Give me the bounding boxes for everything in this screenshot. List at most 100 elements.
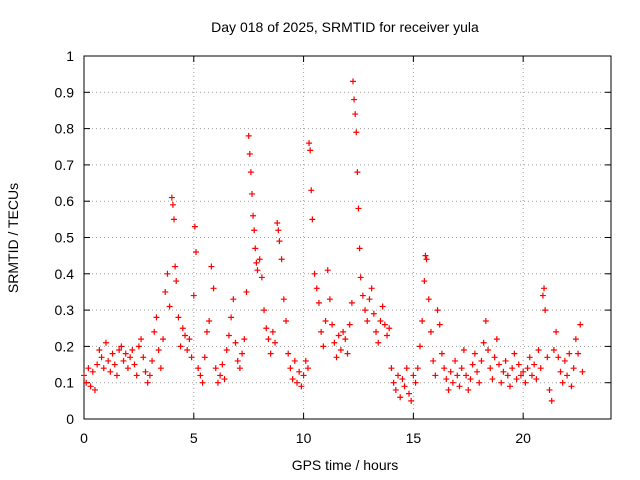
x-tick-label: 20 bbox=[515, 430, 531, 446]
data-point bbox=[432, 372, 439, 379]
data-point bbox=[438, 350, 445, 357]
data-point bbox=[395, 372, 402, 379]
data-point bbox=[298, 383, 305, 390]
data-point bbox=[188, 354, 195, 361]
data-point bbox=[160, 336, 167, 343]
data-point bbox=[129, 347, 136, 354]
data-point bbox=[515, 361, 522, 368]
data-point bbox=[135, 343, 142, 350]
data-point bbox=[531, 361, 538, 368]
data-point bbox=[474, 368, 481, 375]
data-point bbox=[239, 350, 246, 357]
data-point bbox=[210, 285, 217, 292]
data-point bbox=[430, 357, 437, 364]
data-point bbox=[528, 372, 535, 379]
data-point bbox=[138, 336, 145, 343]
data-point bbox=[326, 296, 333, 303]
data-point bbox=[412, 379, 419, 386]
y-tick-label: 1 bbox=[66, 48, 74, 64]
data-point bbox=[214, 379, 221, 386]
data-point bbox=[352, 111, 359, 118]
data-point bbox=[322, 317, 329, 324]
data-point bbox=[102, 339, 109, 346]
data-point bbox=[256, 256, 263, 263]
data-point bbox=[151, 328, 158, 335]
data-point bbox=[390, 379, 397, 386]
data-point bbox=[223, 347, 230, 354]
data-point bbox=[469, 361, 476, 368]
data-point bbox=[401, 383, 408, 390]
y-tick-label: 0.8 bbox=[55, 121, 75, 137]
data-point bbox=[553, 328, 560, 335]
data-point bbox=[309, 216, 316, 223]
data-point bbox=[184, 347, 191, 354]
data-point bbox=[100, 365, 107, 372]
data-point bbox=[491, 354, 498, 361]
data-point bbox=[452, 357, 459, 364]
data-point bbox=[377, 317, 384, 324]
data-point bbox=[83, 379, 90, 386]
data-point bbox=[234, 357, 241, 364]
data-points bbox=[81, 78, 586, 404]
data-point bbox=[287, 365, 294, 372]
data-point bbox=[217, 372, 224, 379]
x-axis-label: GPS time / hours bbox=[292, 457, 399, 473]
data-point bbox=[364, 317, 371, 324]
data-point bbox=[230, 296, 237, 303]
data-point bbox=[333, 354, 340, 361]
data-point bbox=[251, 227, 258, 234]
data-point bbox=[346, 321, 353, 328]
y-tick-label: 0.4 bbox=[55, 266, 75, 282]
data-point bbox=[434, 307, 441, 314]
data-point bbox=[381, 321, 388, 328]
data-point bbox=[386, 325, 393, 332]
data-point bbox=[480, 339, 487, 346]
data-point bbox=[548, 397, 555, 404]
data-point bbox=[120, 357, 127, 364]
data-point bbox=[370, 310, 377, 317]
data-point bbox=[246, 151, 253, 158]
data-point bbox=[149, 357, 156, 364]
data-point bbox=[142, 368, 149, 375]
data-point bbox=[579, 368, 586, 375]
data-point bbox=[261, 307, 268, 314]
data-point bbox=[405, 390, 412, 397]
data-point bbox=[471, 350, 478, 357]
y-tick-label: 0.5 bbox=[55, 230, 75, 246]
data-point bbox=[111, 361, 118, 368]
data-point bbox=[449, 379, 456, 386]
data-point bbox=[113, 372, 120, 379]
data-point bbox=[91, 386, 98, 393]
data-point bbox=[157, 365, 164, 372]
y-tick-label: 0.7 bbox=[55, 157, 75, 173]
x-tick-label: 5 bbox=[190, 430, 198, 446]
data-point bbox=[254, 267, 261, 274]
data-point bbox=[498, 379, 505, 386]
data-point bbox=[410, 372, 417, 379]
data-point bbox=[291, 357, 298, 364]
data-point bbox=[572, 336, 579, 343]
data-point bbox=[89, 368, 96, 375]
data-point bbox=[506, 383, 513, 390]
data-point bbox=[225, 332, 232, 339]
data-point bbox=[489, 376, 496, 383]
data-point bbox=[153, 314, 160, 321]
data-point bbox=[169, 201, 176, 208]
data-point bbox=[357, 274, 364, 281]
data-point bbox=[248, 190, 255, 197]
data-point bbox=[98, 354, 105, 361]
data-point bbox=[306, 140, 313, 147]
data-point bbox=[304, 365, 311, 372]
data-point bbox=[245, 132, 252, 139]
data-point bbox=[458, 365, 465, 372]
data-point bbox=[427, 328, 434, 335]
data-point bbox=[408, 397, 415, 404]
data-point bbox=[557, 368, 564, 375]
data-point bbox=[173, 278, 180, 285]
data-point bbox=[331, 339, 338, 346]
data-point bbox=[94, 361, 101, 368]
grid-lines bbox=[84, 56, 611, 419]
axis-ticks: 00.10.20.30.40.50.60.70.80.910 5 10 15 20 bbox=[55, 48, 611, 446]
